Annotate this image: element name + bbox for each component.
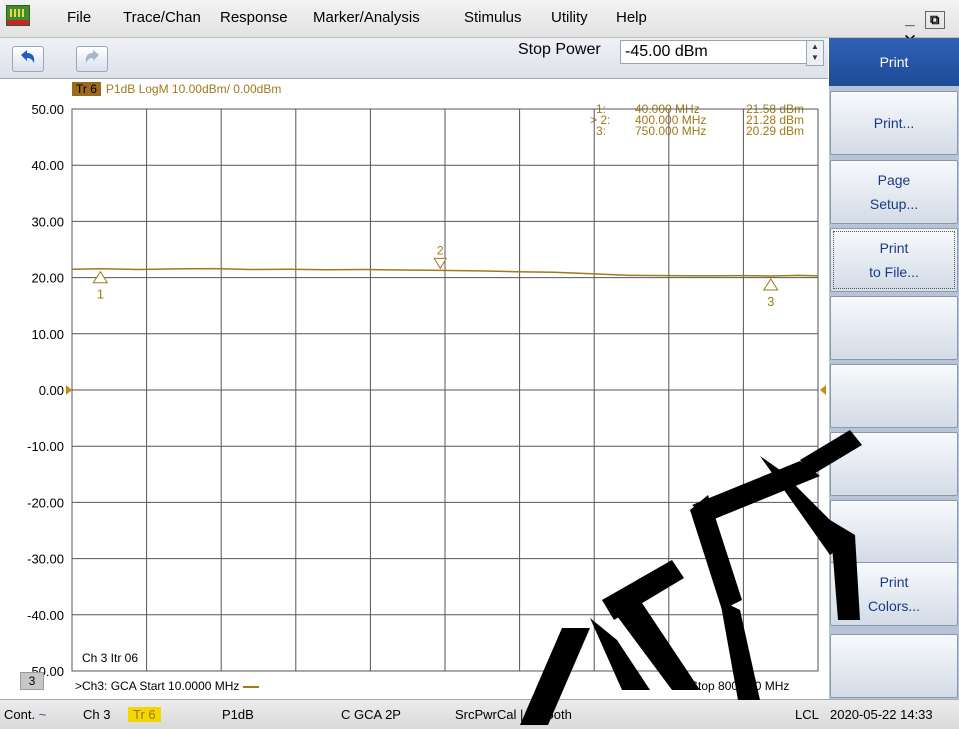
softkey-empty[interactable] bbox=[830, 634, 958, 698]
y-tick-label: -40.00 bbox=[27, 608, 64, 623]
spin-down-icon[interactable]: ▼ bbox=[811, 53, 819, 62]
print-colors-button[interactable]: Print Colors... bbox=[830, 562, 958, 626]
menu-utility[interactable]: Utility bbox=[551, 9, 588, 26]
marker-label: 3 bbox=[767, 294, 774, 309]
softkey-text: Print bbox=[879, 240, 909, 256]
marker-2-triangle bbox=[433, 257, 448, 270]
menu-trace-chan[interactable]: Trace/Chan bbox=[123, 9, 201, 26]
softkey-text: Print... bbox=[873, 115, 915, 131]
restore-button[interactable]: ⧉ bbox=[924, 11, 945, 29]
app-icon[interactable] bbox=[6, 5, 30, 26]
softkey-empty[interactable] bbox=[830, 500, 958, 564]
status-measurement: P1dB bbox=[222, 707, 254, 722]
marker-label: 3: bbox=[596, 124, 607, 138]
status-bar: Cont. ~ Ch 3 Tr 6 P1dB C GCA 2P SrcPwrCa… bbox=[0, 699, 959, 729]
sweep-start: >Ch3: GCA Start 10.0000 MHz bbox=[75, 679, 260, 693]
marker-freq: 400.000 MHz bbox=[635, 113, 707, 127]
y-tick-label: -20.00 bbox=[27, 495, 64, 510]
y-tick-label: 10.00 bbox=[31, 327, 64, 342]
trace-header: Tr 6 P1dB LogM 10.00dBm/ 0.00dBm bbox=[72, 82, 281, 96]
redo-button[interactable] bbox=[76, 46, 108, 72]
status-channel[interactable]: Ch 3 bbox=[83, 707, 111, 722]
marker-triangle bbox=[92, 270, 109, 284]
marker-freq: 750.000 MHz bbox=[635, 124, 707, 138]
softkey-empty[interactable] bbox=[830, 296, 958, 360]
sweep-start-text: >Ch3: GCA Start 10.0000 MHz bbox=[75, 679, 240, 693]
print-to-file-button[interactable]: Print to File... bbox=[830, 228, 958, 292]
trace-color-swatch bbox=[243, 685, 260, 688]
softkey-panel: Print Print... Page Setup... Print to File… bbox=[829, 38, 959, 699]
toolbar: Stop Power -45.00 dBm ▲ ▼ bbox=[0, 38, 828, 79]
menu-marker-analysis[interactable]: Marker/Analysis bbox=[313, 9, 420, 26]
undo-button[interactable] bbox=[12, 46, 44, 72]
marker-value: 21.28 dBm bbox=[746, 113, 805, 127]
y-tick-label: 50.00 bbox=[31, 102, 64, 117]
status-lcl: LCL bbox=[795, 707, 819, 722]
y-tick-label: 0.00 bbox=[39, 383, 64, 398]
status-mode[interactable]: Cont. ~ bbox=[4, 707, 46, 722]
marker-label: 1 bbox=[97, 287, 104, 302]
channel-label: Ch 3 Itr 06 bbox=[82, 651, 139, 665]
trace-tag[interactable]: Tr 6 bbox=[72, 82, 101, 96]
marker-row: > 2: 400.000 MHz 21.28 dBm bbox=[590, 113, 820, 127]
softkey-text: to File... bbox=[869, 264, 919, 280]
softkey-text: Setup... bbox=[869, 196, 919, 212]
y-tick-label: -30.00 bbox=[27, 552, 64, 567]
status-mode-text: Cont. bbox=[4, 707, 36, 722]
marker-value: 20.29 dBm bbox=[746, 124, 805, 138]
sweep-stop: Stop 800.000 MHz bbox=[690, 679, 790, 693]
trace-line bbox=[71, 267, 819, 277]
menu-response[interactable]: Response bbox=[220, 9, 288, 26]
menu-file[interactable]: File bbox=[67, 9, 92, 26]
spin-up-icon[interactable]: ▲ bbox=[811, 42, 819, 51]
page-setup-button[interactable]: Page Setup... bbox=[830, 160, 958, 224]
softkey-title[interactable]: Print bbox=[829, 38, 959, 86]
sweep-mode-icon: ~ bbox=[38, 707, 47, 722]
stop-power-label: Stop Power bbox=[518, 41, 601, 58]
softkey-empty[interactable] bbox=[830, 432, 958, 496]
status-trace[interactable]: Tr 6 bbox=[128, 707, 161, 722]
menu-stimulus[interactable]: Stimulus bbox=[464, 9, 522, 26]
y-tick-label: 30.00 bbox=[31, 214, 64, 229]
redo-icon bbox=[85, 50, 99, 63]
marker-row: 3: 750.000 MHz 20.29 dBm bbox=[590, 124, 820, 138]
print-button[interactable]: Print... bbox=[830, 91, 958, 155]
menu-help[interactable]: Help bbox=[616, 9, 647, 26]
trace-description: P1dB LogM 10.00dBm/ 0.00dBm bbox=[105, 82, 282, 96]
softkey-text: Colors... bbox=[867, 598, 921, 614]
marker-label: 2 bbox=[437, 243, 444, 257]
y-tick-label: -10.00 bbox=[27, 439, 64, 454]
stop-power-spinner[interactable]: ▲ ▼ bbox=[806, 40, 824, 66]
menu-bar: File Trace/Chan Response Marker/Analysis… bbox=[0, 0, 959, 50]
softkey-text: Print bbox=[879, 574, 909, 590]
status-src: SrcPwrCal | Smooth bbox=[455, 707, 572, 722]
status-cal: C GCA 2P bbox=[341, 707, 401, 722]
stop-power-input[interactable]: -45.00 dBm bbox=[620, 40, 812, 64]
marker-triangle bbox=[762, 278, 779, 291]
softkey-text: Page bbox=[877, 172, 911, 188]
undo-icon bbox=[21, 50, 35, 63]
y-tick-label: 40.00 bbox=[31, 158, 64, 173]
minimize-button[interactable]: _ bbox=[905, 9, 915, 28]
channel-number[interactable]: 3 bbox=[20, 672, 44, 690]
y-tick-label: 20.00 bbox=[31, 271, 64, 286]
softkey-empty[interactable] bbox=[830, 364, 958, 428]
reference-level-right-marker bbox=[820, 385, 826, 395]
chart-svg: 50.00 40.00 30.00 20.00 10.00 0.00 -10.00 -20.0… bbox=[27, 102, 826, 679]
reference-level-left-marker bbox=[66, 385, 72, 395]
status-datetime: 2020-05-22 14:33 bbox=[830, 707, 933, 722]
marker-label: > 2: bbox=[590, 113, 611, 127]
